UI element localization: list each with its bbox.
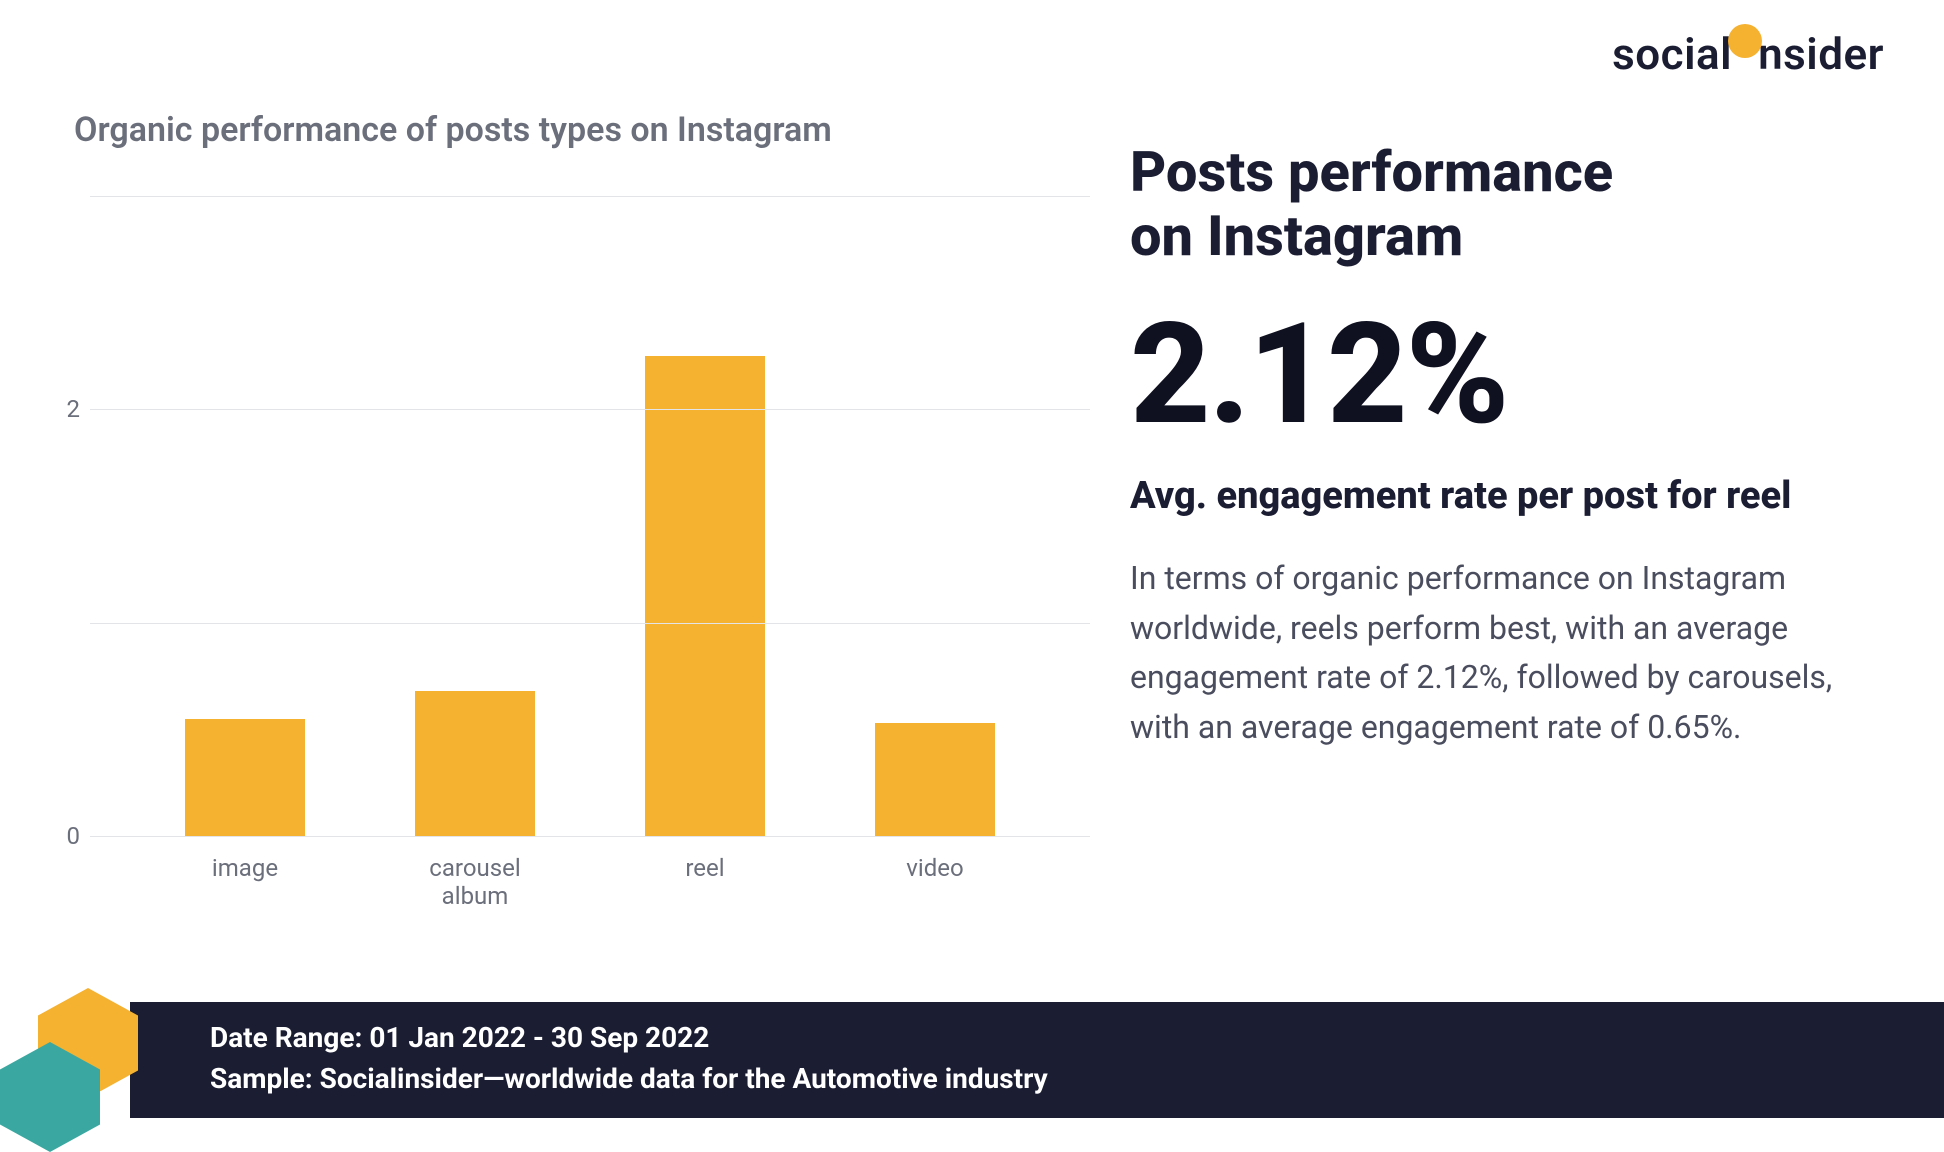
chart-plot: 02 <box>90 196 1090 836</box>
x-axis-labels: image carousel album reel video <box>90 836 1090 910</box>
bar <box>645 356 765 836</box>
bar <box>185 719 305 836</box>
big-number: 2.12% <box>1130 305 1890 445</box>
x-tick-label: reel <box>625 854 785 910</box>
headline-line2: on Instagram <box>1130 203 1463 269</box>
x-tick-label: image <box>165 854 325 910</box>
logo-dot-icon <box>1728 24 1762 58</box>
brand-logo: social nsider <box>1612 28 1884 80</box>
chart-container: Organic performance of posts types on In… <box>70 110 1090 910</box>
footer-line-2: Sample: Socialinsider—worldwide data for… <box>210 1059 1944 1100</box>
grid-line <box>90 409 1090 410</box>
grid-line <box>90 836 1090 837</box>
bar-wrap <box>625 356 785 836</box>
logo-text-left: social <box>1612 28 1732 80</box>
bar-wrap <box>395 691 555 836</box>
bar <box>875 723 995 836</box>
y-tick-label: 2 <box>67 395 81 423</box>
logo-text-right: nsider <box>1758 28 1884 80</box>
x-tick-label: video <box>855 854 1015 910</box>
bar-wrap <box>165 719 325 836</box>
footer-bar: Date Range: 01 Jan 2022 - 30 Sep 2022 Sa… <box>130 1002 1944 1118</box>
panel-headline: Posts performance on Instagram <box>1130 140 1890 269</box>
info-panel: Posts performance on Instagram 2.12% Avg… <box>1130 140 1890 753</box>
bar <box>415 691 535 836</box>
y-axis: 02 <box>50 196 90 836</box>
bars-group <box>90 196 1090 836</box>
grid-line <box>90 623 1090 624</box>
footer: Date Range: 01 Jan 2022 - 30 Sep 2022 Sa… <box>0 1002 1944 1118</box>
bar-wrap <box>855 723 1015 836</box>
metric-label: Avg. engagement rate per post for reel <box>1130 473 1890 521</box>
footer-line-1: Date Range: 01 Jan 2022 - 30 Sep 2022 <box>210 1018 1944 1059</box>
headline-line1: Posts performance <box>1130 139 1613 205</box>
panel-description: In terms of organic performance on Insta… <box>1130 554 1890 752</box>
grid-line <box>90 196 1090 197</box>
y-tick-label: 0 <box>67 822 81 850</box>
chart-title: Organic performance of posts types on In… <box>74 110 1090 150</box>
x-tick-label: carousel album <box>395 854 555 910</box>
